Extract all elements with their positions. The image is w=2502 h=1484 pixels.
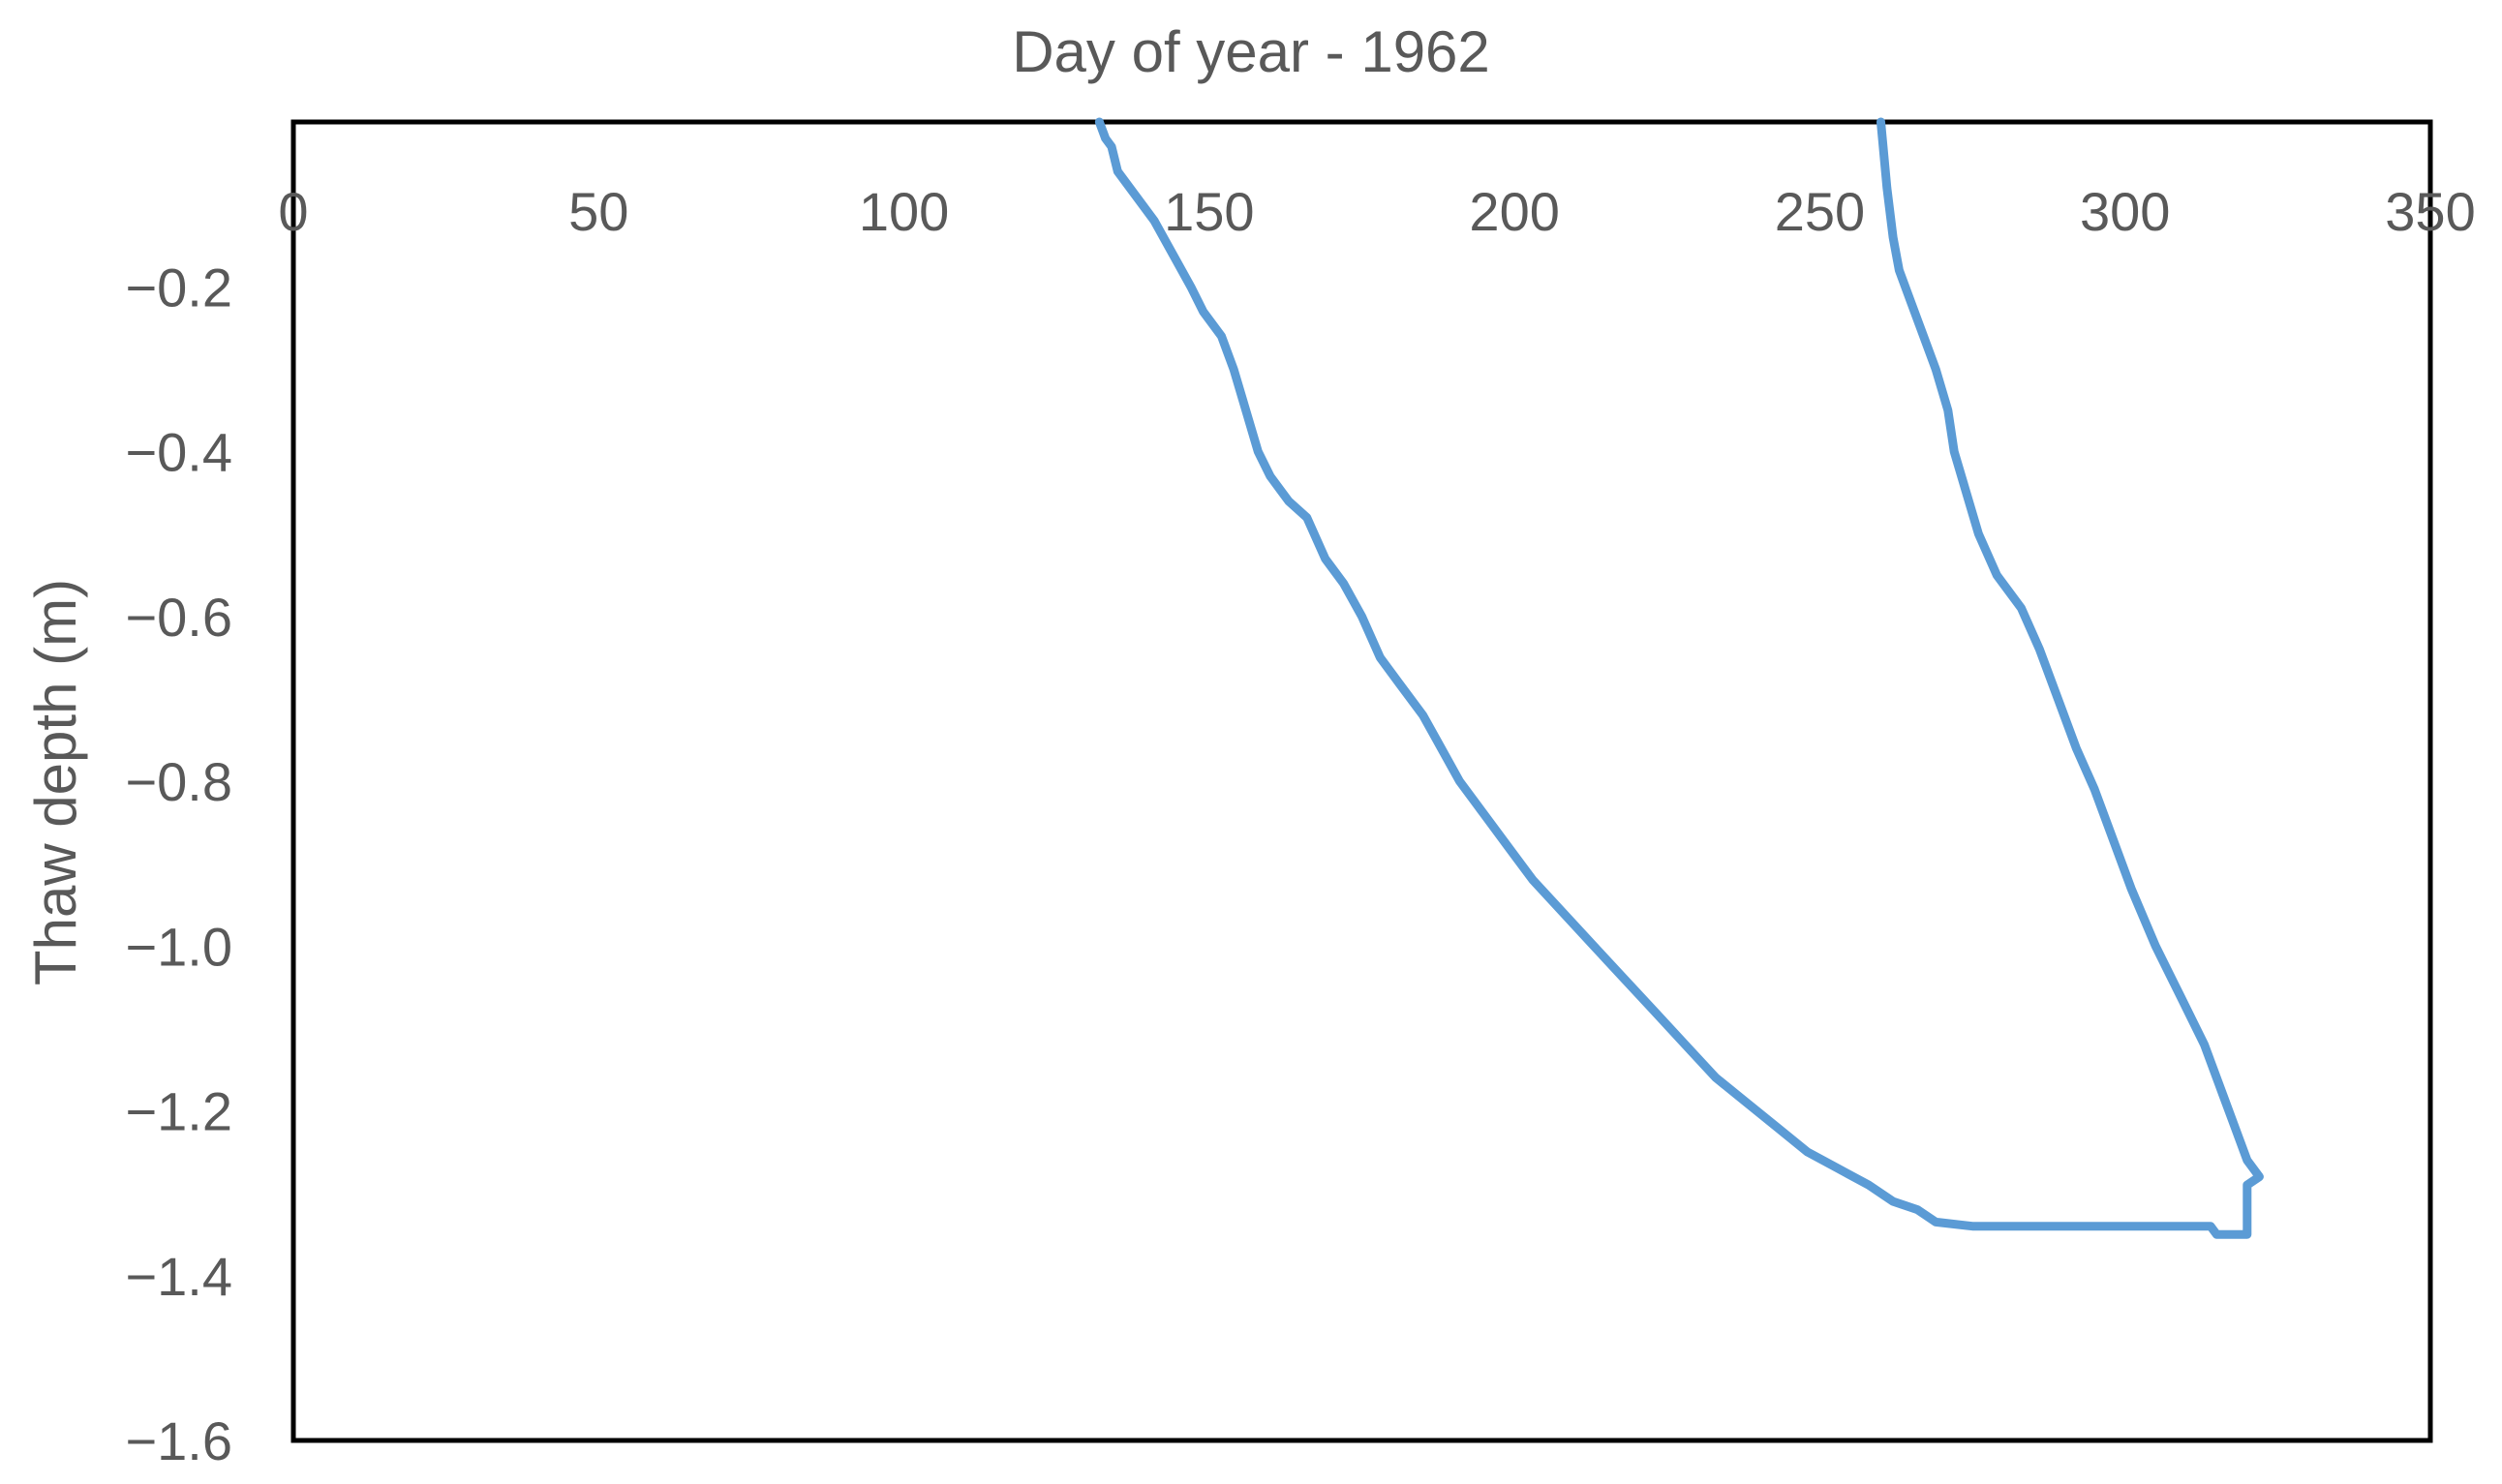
y-axis-title: Thaw depth (m) (23, 579, 88, 985)
y-tick-label: −1.2 (125, 1081, 232, 1142)
x-tick-label: 300 (2080, 181, 2170, 242)
plot-frame (290, 119, 2433, 1443)
series-line (1094, 117, 2264, 1239)
y-tick-label: −1.0 (125, 916, 232, 977)
x-tick-label: 50 (568, 181, 628, 242)
x-axis-title: Day of year - 1962 (1012, 19, 1490, 84)
y-tick-label: −0.2 (125, 257, 232, 318)
y-tick-label: −0.8 (125, 751, 232, 812)
x-tick-label: 100 (859, 181, 949, 242)
y-tick-label: −0.6 (125, 587, 232, 648)
x-tick-label: 350 (2385, 181, 2475, 242)
y-tick-label: −1.6 (125, 1410, 232, 1471)
x-tick-label: 200 (1469, 181, 1559, 242)
series-layer (1094, 117, 2264, 1239)
x-tick-label: 0 (278, 181, 308, 242)
y-tick-label: −1.4 (125, 1246, 232, 1307)
y-tick-labels: −0.2 −0.4 −0.6 −0.8 −1.0 −1.2 −1.4 −1.6 (125, 257, 232, 1471)
y-tick-label: −0.4 (125, 422, 232, 483)
x-tick-label: 250 (1775, 181, 1865, 242)
x-tick-label: 150 (1164, 181, 1254, 242)
x-tick-labels: 0 50 100 150 200 250 300 350 (278, 181, 2475, 242)
